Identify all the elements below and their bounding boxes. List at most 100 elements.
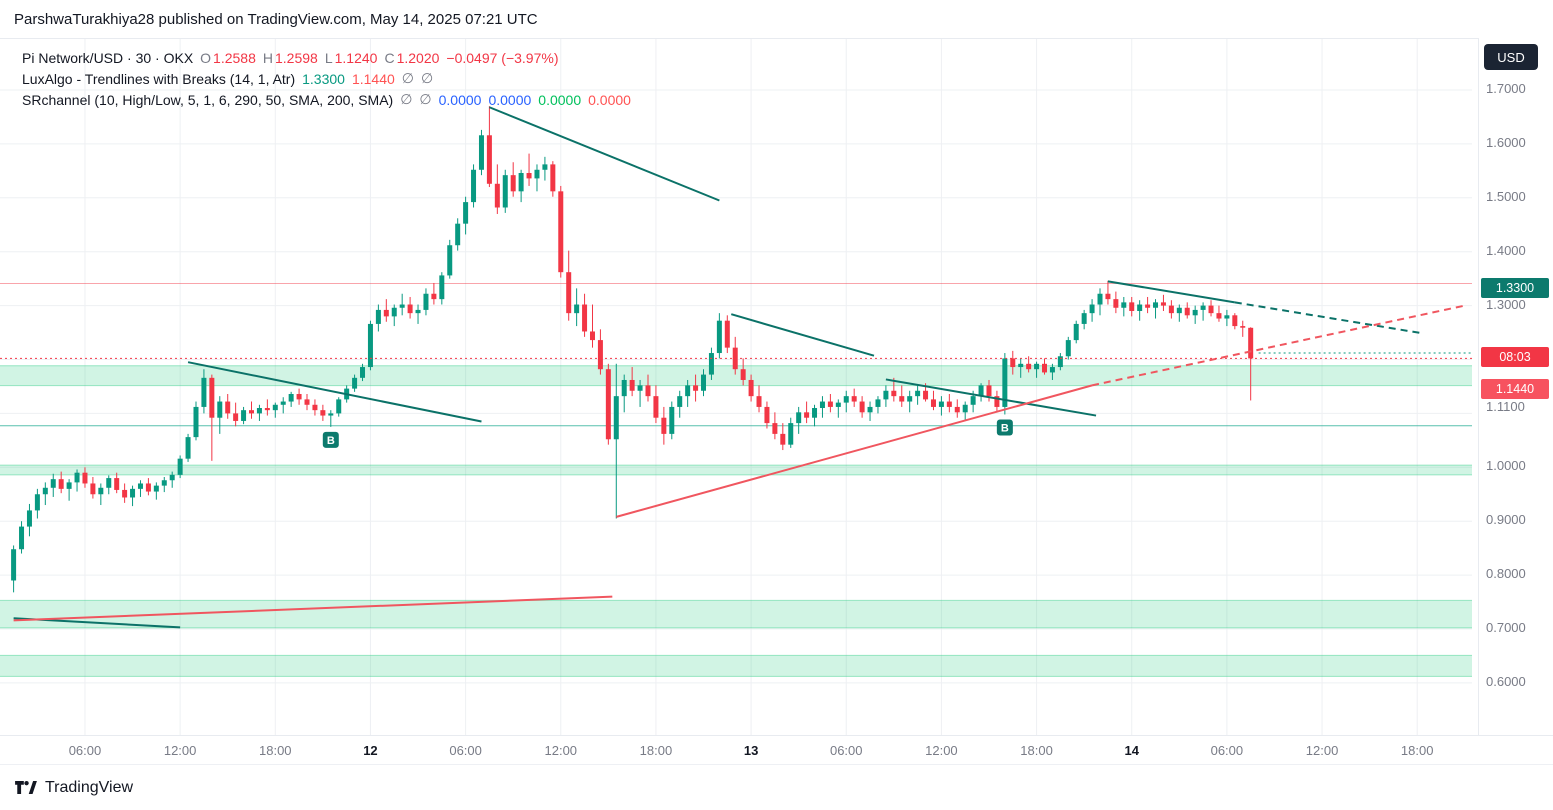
candle-body: [1073, 323, 1079, 341]
legend-part: 1.2588: [213, 49, 256, 66]
candle-body: [90, 483, 96, 495]
trendline: [187, 361, 482, 423]
candle-body: [938, 401, 944, 407]
candle-body: [812, 408, 818, 418]
candle-body: [788, 423, 794, 445]
candles-layer: [11, 106, 1254, 593]
candle-body: [1065, 340, 1071, 357]
candle-body: [819, 401, 825, 409]
candle-body: [249, 410, 254, 414]
sr-zone: [0, 365, 1472, 386]
candle-body: [1089, 304, 1095, 314]
trendline: [1107, 280, 1235, 304]
candle-body: [74, 472, 80, 483]
price-tick-label: 1.7000: [1486, 81, 1526, 96]
candle-body: [106, 478, 112, 488]
candle-body: [1042, 363, 1047, 373]
candle-body: [241, 410, 247, 421]
candle-body: [1057, 356, 1063, 368]
legend-part: 1.2598: [275, 49, 318, 66]
candle-body: [946, 401, 952, 407]
time-tick-label: 12: [363, 743, 378, 758]
price-axis[interactable]: USD 1.7000 1.6000 1.5000 1.4000 1.3000 1.1100…: [1478, 38, 1553, 735]
candle-body: [558, 191, 564, 273]
candlestick-chart[interactable]: BB: [0, 39, 1553, 736]
candle-body: [756, 396, 762, 407]
time-axis[interactable]: 06:00 12:00 18:00 12 06:00 12:00 18:00 13 06:00 1…: [0, 735, 1553, 765]
candle-body: [375, 309, 381, 324]
candle-body: [193, 406, 199, 438]
candle-body: [716, 320, 722, 354]
time-tick-label: 12:00: [1305, 743, 1339, 758]
time-tick-label: 06:00: [68, 743, 102, 758]
price-tick-label: 1.0000: [1486, 458, 1526, 474]
candle-body: [122, 489, 128, 498]
trendline: [13, 595, 613, 622]
candle-body: [1034, 363, 1040, 370]
candle-body: [804, 412, 810, 418]
footer-bar: TradingView: [0, 765, 1553, 810]
candle-body: [11, 549, 17, 581]
candle-body: [534, 169, 540, 179]
candle-body: [1113, 299, 1119, 308]
candle-body: [724, 320, 730, 348]
candle-body: [217, 401, 223, 418]
symbol-legend-row[interactable]: Pi Network/USD · 30 · OKX O 1.2588 H 1.2598 L…: [22, 47, 638, 68]
candle-body: [629, 379, 635, 391]
time-tick-label: 12:00: [544, 743, 578, 758]
candle-body: [954, 406, 960, 413]
time-tick-label: 06:00: [1210, 743, 1244, 758]
candle-body: [58, 479, 64, 489]
legend-part: ∅: [400, 91, 413, 107]
time-tick-label: 18:00: [1020, 743, 1053, 758]
legend-part: −0.0497 (−3.97%): [446, 49, 559, 66]
trendline: [616, 384, 1093, 518]
candle-body: [907, 396, 913, 402]
break-marker: [322, 431, 339, 448]
candle-body: [1224, 315, 1230, 319]
candle-body: [360, 367, 366, 378]
candle-body: [1026, 363, 1032, 370]
candle-body: [272, 404, 278, 411]
time-tick-label: 12:00: [163, 743, 197, 758]
candle-body: [994, 396, 1000, 407]
candle-body: [320, 410, 326, 416]
candle-body: [1049, 367, 1055, 373]
time-tick-label: 18:00: [639, 743, 673, 758]
time-tick-label: 14: [1124, 743, 1139, 758]
candle-body: [114, 478, 120, 490]
legend-part: 1.3300: [302, 70, 345, 87]
candle-body: [550, 164, 556, 192]
break-marker: [996, 419, 1013, 436]
candle-body: [383, 309, 389, 317]
publish-info-text: ParshwaTurakhiya28 published on TradingV…: [14, 10, 538, 28]
candle-body: [336, 399, 342, 414]
candle-body: [439, 275, 445, 300]
legend-part: ∅: [419, 91, 432, 107]
candle-body: [930, 399, 936, 407]
candle-body: [185, 437, 191, 459]
tradingview-wordmark[interactable]: TradingView: [45, 778, 134, 796]
luxalgo-legend-row[interactable]: LuxAlgo - Trendlines with Breaks (14, 1,…: [22, 68, 638, 89]
bar-countdown-badge: 08:03: [1481, 347, 1549, 368]
candle-body: [582, 304, 588, 332]
candle-body: [915, 390, 921, 397]
srchannel-legend-row[interactable]: SRchannel (10, High/Low, 5, 1, 6, 290, 5…: [22, 89, 638, 110]
candle-body: [621, 379, 627, 397]
time-tick-label: 18:00: [1400, 743, 1434, 758]
candle-body: [923, 390, 929, 400]
candle-body: [1160, 302, 1166, 306]
candle-body: [1216, 313, 1222, 319]
candle-body: [843, 396, 849, 403]
candle-body: [970, 396, 976, 405]
candle-body: [478, 135, 484, 170]
candle-body: [740, 369, 746, 380]
candle-body: [209, 377, 215, 418]
currency-toggle-button[interactable]: USD: [1484, 44, 1538, 70]
candle-body: [415, 309, 421, 314]
candle-body: [264, 408, 270, 411]
time-tick-label: 13: [743, 743, 759, 758]
legend-part: Pi Network/USD · 30 · OKX: [22, 49, 194, 66]
candle-body: [399, 304, 405, 308]
tradingview-logo-icon[interactable]: [14, 778, 38, 797]
